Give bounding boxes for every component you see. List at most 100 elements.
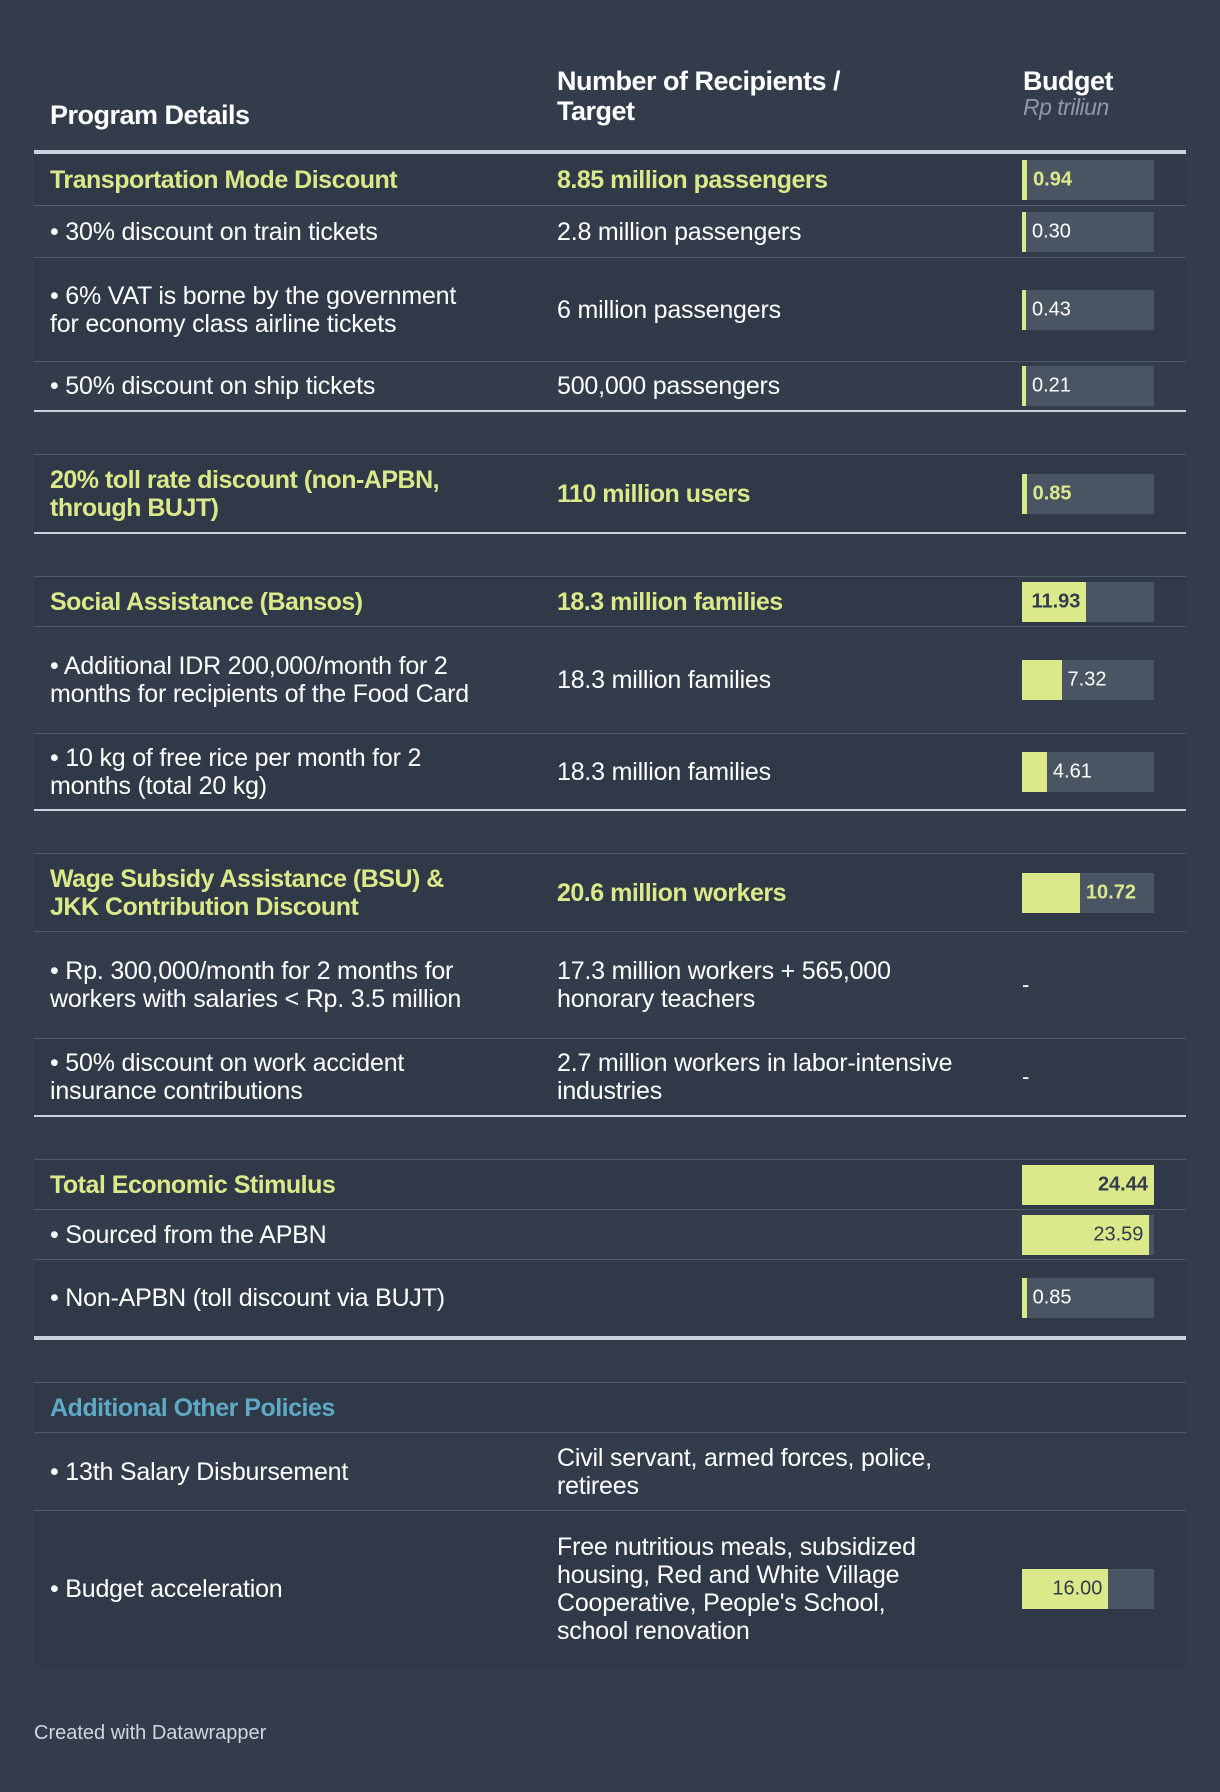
cell-budget: 0.43 xyxy=(1022,289,1154,330)
cell-program: • Additional IDR 200,000/month for 2 mon… xyxy=(50,652,469,708)
cell-budget: 0.30 xyxy=(1022,211,1154,252)
budget-bar-track: 0.43 xyxy=(1022,289,1154,330)
cell-program: Total Economic Stimulus xyxy=(50,1170,336,1199)
budget-bar-track: 0.85 xyxy=(1022,1278,1154,1318)
cell-recipients: 110 million users xyxy=(557,479,751,508)
budget-value-label: 0.94 xyxy=(1033,168,1072,190)
cell-recipients: 18.3 million families xyxy=(557,757,771,786)
cell-budget: 11.93 xyxy=(1022,581,1154,622)
table-row-total: Total Economic Stimulus 24.44 xyxy=(34,1160,1186,1210)
cell-budget: 0.94 xyxy=(1022,159,1154,200)
cell-budget: 16.00 xyxy=(1022,1568,1154,1609)
cell-budget: 24.44 xyxy=(1022,1164,1154,1205)
cell-program: • 50% discount on work accident insuranc… xyxy=(50,1049,405,1105)
cell-recipients: Civil servant, armed forces, police, ret… xyxy=(557,1443,932,1500)
cell-program: • Rp. 300,000/month for 2 months for wor… xyxy=(50,957,462,1013)
budget-value-label: 11.93 xyxy=(1031,590,1081,612)
cell-budget-empty: - xyxy=(1022,972,1030,997)
budget-bar xyxy=(1022,211,1026,252)
table-row-wage-subsidy: • Rp. 300,000/month for 2 months for wor… xyxy=(34,932,1186,1039)
cell-program: • 6% VAT is borne by the government for … xyxy=(50,281,457,338)
cell-budget: 10.72 xyxy=(1022,872,1154,913)
header-program-details: Program Details xyxy=(50,100,250,130)
section-gap xyxy=(34,534,1186,577)
cell-recipients: 20.6 million workers xyxy=(557,878,787,907)
table-row-toll: 20% toll rate discount (non-APBN, throug… xyxy=(34,455,1186,534)
budget-value-label: 23.59 xyxy=(1093,1223,1144,1245)
budget-bar xyxy=(1022,660,1062,700)
cell-program: Transportation Mode Discount xyxy=(50,165,398,194)
header-recipients: Number of Recipients / Target xyxy=(557,66,841,126)
cell-recipients: 18.3 million families xyxy=(557,666,771,694)
budget-value-label: 0.43 xyxy=(1032,298,1071,320)
data-table: Program Details Number of Recipients / T… xyxy=(34,60,1186,1666)
table-row-apbn: • Sourced from the APBN 23.59 xyxy=(34,1210,1186,1260)
budget-value-label: 10.72 xyxy=(1085,881,1136,903)
budget-bar xyxy=(1022,1214,1150,1255)
cell-program: • Sourced from the APBN xyxy=(50,1220,327,1249)
cell-recipients: 18.3 million families xyxy=(557,587,783,616)
header-budget-unit: Rp triliun xyxy=(1023,94,1109,120)
cell-program: Wage Subsidy Assistance (BSU) & JKK Cont… xyxy=(50,864,444,921)
budget-bar xyxy=(1022,872,1080,913)
cell-recipients: 500,000 passengers xyxy=(557,372,780,400)
table-row-jkk: • 50% discount on work accident insuranc… xyxy=(34,1039,1186,1117)
budget-bar-track: 23.59 xyxy=(1022,1214,1154,1255)
cell-budget-empty: - xyxy=(1022,1064,1030,1089)
table-row-bansos: Social Assistance (Bansos) 18.3 million f… xyxy=(34,577,1186,627)
budget-bar-track: 0.94 xyxy=(1022,159,1154,200)
budget-bar-track: 10.72 xyxy=(1022,872,1154,913)
table-row-free-rice: • 10 kg of free rice per month for 2 mon… xyxy=(34,734,1186,811)
table-row-food-card: • Additional IDR 200,000/month for 2 mon… xyxy=(34,627,1186,734)
budget-bar-track: 24.44 xyxy=(1022,1164,1154,1205)
cell-budget: 4.61 xyxy=(1022,751,1154,792)
budget-value-label: 0.85 xyxy=(1032,1286,1072,1309)
section-gap xyxy=(34,811,1186,854)
cell-budget: 0.85 xyxy=(1022,473,1154,514)
cell-recipients: 2.7 million workers in labor-intensive i… xyxy=(557,1049,953,1105)
budget-bar xyxy=(1022,289,1026,330)
section-gap xyxy=(34,1117,1186,1160)
section-gap xyxy=(34,1340,1186,1383)
table-row-budget-acceleration: • Budget acceleration Free nutritious mea… xyxy=(34,1511,1186,1666)
budget-value-label: 0.30 xyxy=(1032,220,1071,242)
table-row-ship: • 50% discount on ship tickets 500,000 pa… xyxy=(34,362,1186,412)
budget-bar xyxy=(1022,473,1027,514)
budget-bar xyxy=(1022,366,1026,406)
table-row-13th-salary: • 13th Salary Disbursement Civil servant,… xyxy=(34,1433,1186,1511)
budget-bar xyxy=(1022,159,1028,200)
table-header: Program Details Number of Recipients / T… xyxy=(34,60,1186,154)
cell-program: • 50% discount on ship tickets xyxy=(50,372,376,400)
table-row-additional-policies: Additional Other Policies xyxy=(34,1383,1186,1433)
cell-program: 20% toll rate discount (non-APBN, throug… xyxy=(50,465,440,522)
table-row-bsu: Wage Subsidy Assistance (BSU) & JKK Cont… xyxy=(34,854,1186,932)
budget-value-label: 0.85 xyxy=(1032,482,1072,504)
cell-recipients: 17.3 million workers + 565,000 honorary … xyxy=(557,957,891,1013)
cell-recipients: 2.8 million passengers xyxy=(557,217,802,246)
cell-program: Social Assistance (Bansos) xyxy=(50,587,363,616)
budget-bar-track: 0.85 xyxy=(1022,473,1154,514)
table-row-train: • 30% discount on train tickets 2.8 milli… xyxy=(34,206,1186,258)
cell-budget: 7.32 xyxy=(1022,660,1154,700)
cell-recipients: 8.85 million passengers xyxy=(557,165,828,194)
budget-bar-track: 0.30 xyxy=(1022,211,1154,252)
cell-program: • 10 kg of free rice per month for 2 mon… xyxy=(50,743,422,800)
cell-program: • 13th Salary Disbursement xyxy=(50,1457,349,1486)
header-budget-label: Budget xyxy=(1023,66,1113,96)
section-gap xyxy=(34,412,1186,455)
budget-bar xyxy=(1022,1164,1154,1205)
budget-bar-track: 4.61 xyxy=(1022,751,1154,792)
footer-credit: Created with Datawrapper xyxy=(34,1722,267,1744)
budget-bar-track: 16.00 xyxy=(1022,1568,1154,1609)
budget-bar-track: 7.32 xyxy=(1022,660,1154,700)
budget-value-label: 24.44 xyxy=(1097,1173,1148,1195)
budget-bar xyxy=(1022,751,1047,792)
budget-value-label: 7.32 xyxy=(1067,668,1107,691)
budget-bar xyxy=(1022,581,1087,622)
header-budget: Budget Rp triliun xyxy=(1023,66,1113,120)
cell-program: • Budget acceleration xyxy=(50,1574,283,1603)
cell-budget: 0.85 xyxy=(1022,1278,1154,1318)
table-row-vat-airline: • 6% VAT is borne by the government for … xyxy=(34,258,1186,362)
header-recipients-line2: Target xyxy=(557,96,635,126)
cell-program: • 30% discount on train tickets xyxy=(50,217,378,246)
